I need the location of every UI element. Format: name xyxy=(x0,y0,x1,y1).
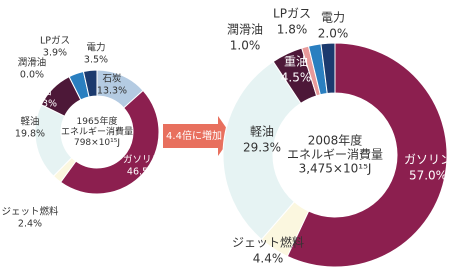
slice-label: 重油 xyxy=(284,55,308,69)
slice-label: ガソリン xyxy=(404,153,452,167)
slice-label: 重油 xyxy=(32,86,51,98)
slice-label: 電力 xyxy=(321,11,345,25)
arrow-label: 4.4倍に増加 xyxy=(166,129,222,142)
center-text: 1965年度 xyxy=(77,115,118,127)
slice-label: 軽油 xyxy=(20,116,39,128)
slice-label: LPガス xyxy=(273,7,311,21)
slice-label: ガソリン xyxy=(123,155,161,166)
value-label: 13.3% xyxy=(97,86,127,97)
slice-label: 石炭 xyxy=(102,74,122,85)
value-label: 4.4% xyxy=(253,252,284,266)
slice xyxy=(82,69,98,98)
value-label: 3.9% xyxy=(43,48,67,59)
slice-label: LPガス xyxy=(40,36,70,47)
donut-hole xyxy=(62,97,132,167)
center-text: エネルギー消費量 xyxy=(287,147,383,162)
value-label: 0.0% xyxy=(20,70,44,81)
value-label: 2.4% xyxy=(18,219,42,230)
center-text: エネルギー消費量 xyxy=(61,126,133,138)
slice xyxy=(286,42,448,268)
value-label: 10.3% xyxy=(27,99,57,110)
value-label: 1.0% xyxy=(230,39,261,53)
slice-label: 軽油 xyxy=(250,125,274,139)
value-label: 57.0% xyxy=(409,169,447,183)
donut-hole xyxy=(274,94,396,216)
center-text: 3,475×10¹⁵J xyxy=(299,161,372,175)
value-label: 3.5% xyxy=(84,55,108,66)
slice xyxy=(59,89,160,195)
slice xyxy=(222,60,302,241)
value-label: 19.8% xyxy=(15,129,45,140)
value-label: 1.8% xyxy=(277,23,308,37)
center-text: 798×10¹⁵J xyxy=(74,138,120,148)
value-label: 2.0% xyxy=(318,27,349,41)
value-label: 46.5% xyxy=(127,167,157,178)
slice xyxy=(320,42,336,95)
slice-label: 潤滑油 xyxy=(227,23,263,37)
slice-label: 電力 xyxy=(86,42,105,54)
value-label: 4.5% xyxy=(281,71,312,85)
slice-label: 潤滑油 xyxy=(18,57,47,69)
value-label: 29.3% xyxy=(243,141,281,155)
slice-label: ジェット燃料 xyxy=(232,235,304,250)
center-text: 2008年度 xyxy=(308,133,363,148)
arrow: 4.4倍に増加 xyxy=(163,116,232,156)
slice-label: ジェット燃料 xyxy=(1,206,59,218)
arrow-shape xyxy=(163,116,232,156)
